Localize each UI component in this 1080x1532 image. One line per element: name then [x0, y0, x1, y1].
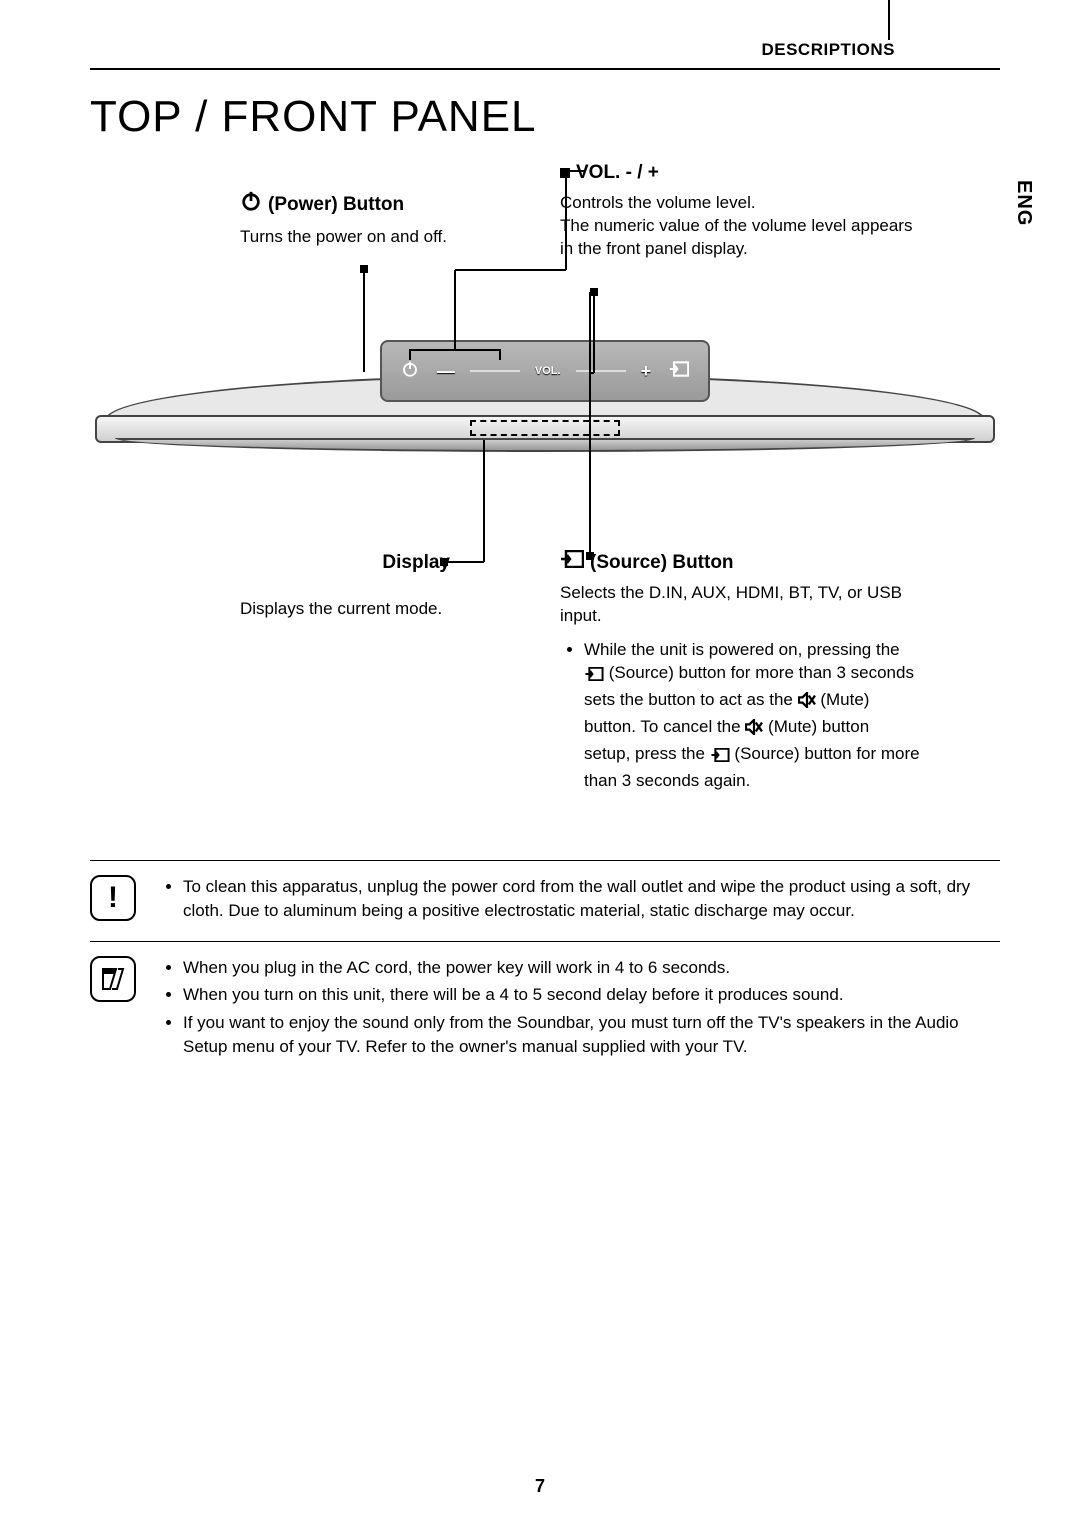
callout-volume: VOL. - / + Controls the volume level. Th… [560, 160, 920, 260]
power-icon [240, 190, 262, 220]
panel-vol-plus-icon: + [641, 361, 652, 382]
note-item: When you turn on this unit, there will b… [183, 983, 1000, 1007]
device-bottom-edge [115, 438, 975, 452]
mute-icon [798, 691, 816, 715]
caution-note: ! To clean this apparatus, unplug the po… [90, 860, 1000, 941]
panel-vol-minus-icon: — [437, 361, 455, 382]
callout-power: (Power) Button Turns the power on and of… [240, 190, 520, 249]
display-area-marker [470, 420, 620, 436]
source-icon [710, 745, 730, 769]
note-item: When you plug in the AC cord, the power … [183, 956, 1000, 980]
info-icon [90, 956, 136, 1002]
source-icon [584, 664, 604, 688]
callout-source-desc: Selects the D.IN, AUX, HDMI, BT, TV, or … [560, 582, 920, 628]
callout-source-title: (Source) Button [590, 550, 734, 576]
callout-volume-desc: Controls the volume level. The numeric v… [560, 192, 920, 261]
panel-vol-line [470, 370, 520, 372]
leader-endpoint-icon [560, 168, 570, 178]
note-body: To clean this apparatus, unplug the powe… [161, 875, 1000, 927]
language-tab: ENG [1012, 180, 1035, 226]
diagram-area: (Power) Button Turns the power on and of… [90, 160, 1000, 840]
callout-power-title: (Power) Button [268, 192, 404, 218]
section-label: DESCRIPTIONS [90, 40, 1000, 70]
note-item: If you want to enjoy the sound only from… [183, 1011, 1000, 1059]
note-body: When you plug in the AC cord, the power … [161, 956, 1000, 1063]
panel-vol-label: VOL. [535, 365, 561, 377]
header-divider-vertical [888, 0, 890, 40]
note-item: To clean this apparatus, unplug the powe… [183, 875, 1000, 923]
panel-vol-line [576, 370, 626, 372]
panel-source-icon [669, 361, 689, 382]
info-note: When you plug in the AC cord, the power … [90, 941, 1000, 1077]
device-illustration: — VOL. + [90, 320, 1000, 495]
callout-display-title: Display [382, 550, 450, 576]
caution-icon: ! [90, 875, 136, 921]
callout-display: Display Displays the current mode. [240, 550, 450, 621]
page-number: 7 [535, 1476, 545, 1497]
page-title: TOP / FRONT PANEL [90, 92, 1000, 142]
text-fragment: While the unit is powered on, pressing t… [584, 640, 900, 659]
callout-power-desc: Turns the power on and off. [240, 226, 520, 249]
callout-source-bullet: While the unit is powered on, pressing t… [584, 638, 920, 793]
callout-volume-title: VOL. - / + [576, 160, 659, 186]
panel-volume-group: — VOL. + [437, 361, 651, 382]
panel-power-icon [401, 360, 419, 383]
source-icon [560, 550, 584, 576]
control-panel: — VOL. + [380, 340, 710, 402]
callout-display-desc: Displays the current mode. [240, 598, 450, 621]
mute-icon [745, 718, 763, 742]
callout-source: (Source) Button Selects the D.IN, AUX, H… [560, 550, 920, 792]
